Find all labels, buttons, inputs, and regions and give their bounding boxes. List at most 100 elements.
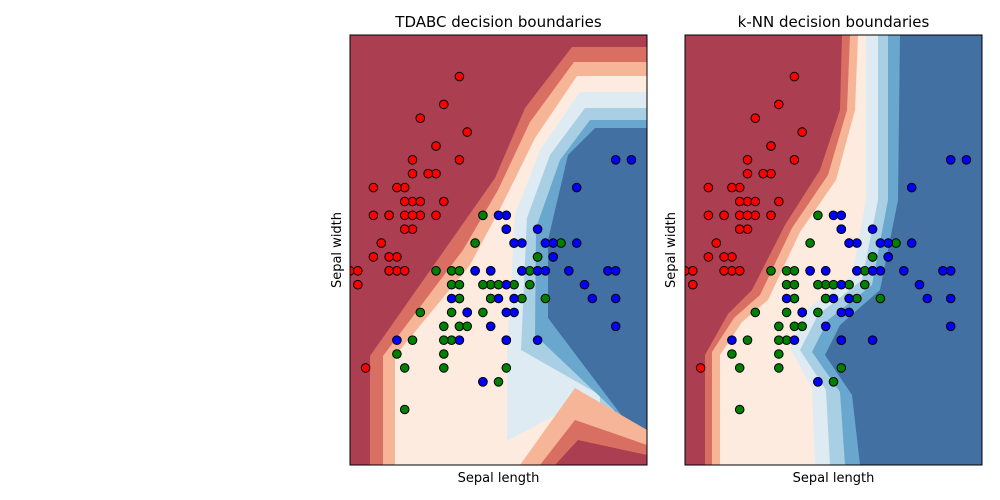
knn-point-red bbox=[734, 224, 745, 234]
knn-point-red bbox=[734, 196, 745, 207]
knn-point-red bbox=[742, 210, 753, 221]
knn-point-red bbox=[719, 252, 729, 262]
knn-point-blue bbox=[836, 279, 847, 290]
tdabc-point-red bbox=[368, 252, 379, 262]
knn-panel: k-NN decision boundaries Sepal length Se… bbox=[664, 13, 983, 486]
tdabc-point-red bbox=[407, 168, 418, 179]
knn-point-green bbox=[828, 377, 839, 387]
knn-point-green bbox=[836, 363, 847, 373]
tdabc-point-red bbox=[439, 99, 449, 110]
tdabc-point-green bbox=[454, 266, 465, 276]
tdabc-point-red bbox=[399, 266, 410, 276]
tdabc-point-blue bbox=[579, 279, 590, 290]
tdabc-point-green bbox=[439, 363, 449, 373]
tdabc-decision-regions bbox=[350, 35, 647, 465]
tdabc-point-blue bbox=[610, 321, 621, 332]
knn-point-blue bbox=[805, 266, 815, 276]
tdabc-point-blue bbox=[454, 335, 465, 346]
tdabc-point-green bbox=[462, 321, 473, 332]
knn-point-green bbox=[734, 363, 745, 373]
knn-point-red bbox=[688, 266, 698, 276]
tdabc-point-red bbox=[353, 279, 363, 290]
tdabc-point-blue bbox=[501, 224, 512, 234]
tdabc-point-blue bbox=[571, 238, 582, 248]
tdabc-axes-frame bbox=[349, 34, 648, 466]
tdabc-point-green bbox=[501, 363, 512, 373]
tdabc-point-blue bbox=[587, 293, 598, 304]
knn-decision-regions bbox=[685, 35, 982, 465]
knn-point-blue bbox=[906, 182, 917, 193]
tdabc-point-blue bbox=[485, 266, 496, 276]
tdabc-point-blue bbox=[532, 266, 543, 276]
tdabc-point-red bbox=[415, 113, 426, 123]
knn-point-blue bbox=[922, 293, 933, 304]
knn-point-red bbox=[719, 266, 729, 276]
knn-point-blue bbox=[906, 238, 917, 248]
knn-point-green bbox=[875, 293, 886, 304]
tdabc-point-blue bbox=[509, 238, 519, 248]
knn-point-blue bbox=[867, 335, 878, 346]
tdabc-point-blue bbox=[548, 252, 559, 262]
knn-point-blue bbox=[852, 266, 862, 276]
knn-point-red bbox=[789, 155, 800, 165]
tdabc-point-blue bbox=[509, 293, 519, 304]
tdabc-point-red bbox=[407, 155, 418, 165]
knn-point-blue bbox=[883, 252, 894, 262]
tdabc-point-green bbox=[399, 404, 410, 415]
knn-point-red bbox=[766, 210, 776, 221]
tdabc-point-blue bbox=[571, 182, 582, 193]
tdabc-point-red bbox=[454, 155, 465, 165]
tdabc-point-green bbox=[399, 363, 410, 373]
tdabc-scatter-points bbox=[350, 71, 637, 415]
tdabc-point-blue bbox=[462, 307, 473, 318]
knn-point-blue bbox=[945, 266, 956, 276]
knn-point-green bbox=[734, 404, 745, 415]
tdabc-point-red bbox=[399, 224, 410, 234]
knn-point-blue bbox=[820, 266, 831, 276]
tdabc-point-blue bbox=[493, 293, 504, 304]
knn-axes-frame bbox=[684, 34, 983, 466]
knn-point-green bbox=[813, 210, 823, 221]
tdabc-point-red bbox=[439, 196, 449, 207]
tdabc-point-red bbox=[454, 71, 465, 82]
knn-point-blue bbox=[899, 266, 909, 276]
tdabc-point-green bbox=[439, 349, 449, 359]
tdabc-point-green bbox=[415, 307, 426, 318]
knn-point-green bbox=[727, 349, 737, 359]
tdabc-point-blue bbox=[564, 266, 574, 276]
knn-point-red bbox=[742, 168, 753, 179]
tdabc-point-blue bbox=[610, 293, 621, 304]
knn-point-green bbox=[774, 335, 784, 346]
tdabc-point-blue bbox=[446, 293, 457, 304]
knn-point-blue bbox=[797, 307, 808, 318]
tdabc-point-green bbox=[470, 238, 480, 248]
tdabc-point-red bbox=[376, 238, 387, 248]
knn-point-blue bbox=[727, 335, 737, 346]
tdabc-point-blue bbox=[517, 266, 527, 276]
knn-point-red bbox=[695, 363, 706, 373]
knn-point-blue bbox=[813, 377, 823, 387]
tdabc-point-blue bbox=[532, 224, 543, 234]
tdabc-point-blue bbox=[493, 210, 504, 221]
knn-point-blue bbox=[844, 238, 854, 248]
tdabc-point-green bbox=[540, 293, 551, 304]
knn-scatter-points bbox=[685, 71, 972, 415]
tdabc-point-green bbox=[478, 279, 488, 290]
tdabc-x-axis-label: Sepal length bbox=[458, 471, 540, 486]
knn-point-green bbox=[860, 279, 870, 290]
knn-point-red bbox=[703, 210, 714, 221]
tdabc-point-blue bbox=[610, 155, 621, 165]
knn-point-green bbox=[867, 252, 878, 262]
knn-point-green bbox=[750, 307, 761, 318]
tdabc-point-red bbox=[368, 210, 379, 221]
knn-point-blue bbox=[961, 155, 972, 165]
knn-point-red bbox=[750, 196, 761, 207]
tdabc-title: TDABC decision boundaries bbox=[394, 13, 602, 31]
knn-point-green bbox=[789, 279, 800, 290]
knn-point-blue bbox=[828, 210, 839, 221]
knn-title: k-NN decision boundaries bbox=[738, 13, 930, 31]
tdabc-point-red bbox=[353, 266, 363, 276]
tdabc-point-blue bbox=[392, 335, 402, 346]
knn-point-red bbox=[711, 238, 722, 248]
knn-point-red bbox=[742, 155, 753, 165]
